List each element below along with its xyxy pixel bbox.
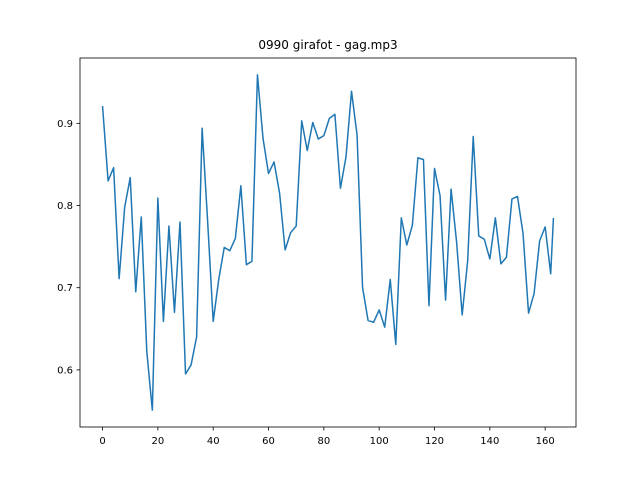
x-tick-label: 100 bbox=[370, 436, 389, 447]
y-tick-label: 0.6 bbox=[57, 365, 73, 376]
x-tick-label: 0 bbox=[99, 436, 105, 447]
axes-frame bbox=[79, 57, 577, 428]
y-axis: 0.6 0.7 0.8 0.9 bbox=[57, 119, 80, 376]
plot-area bbox=[101, 74, 555, 411]
x-tick-label: 160 bbox=[536, 436, 555, 447]
x-tick-label: 80 bbox=[317, 436, 330, 447]
x-tick-label: 60 bbox=[262, 436, 275, 447]
y-tick-label: 0.8 bbox=[57, 201, 73, 212]
x-axis: 0 20 40 60 80 100 120 140 160 bbox=[99, 427, 555, 447]
chart-title: 0990 girafot - gag.mp3 bbox=[258, 38, 397, 52]
series-line-0 bbox=[101, 74, 555, 411]
x-tick-label: 140 bbox=[480, 436, 499, 447]
y-tick-label: 0.7 bbox=[57, 283, 73, 294]
x-tick-label: 20 bbox=[152, 436, 165, 447]
y-tick-label: 0.9 bbox=[57, 119, 73, 130]
x-tick-label: 40 bbox=[207, 436, 220, 447]
x-tick-label: 120 bbox=[425, 436, 444, 447]
